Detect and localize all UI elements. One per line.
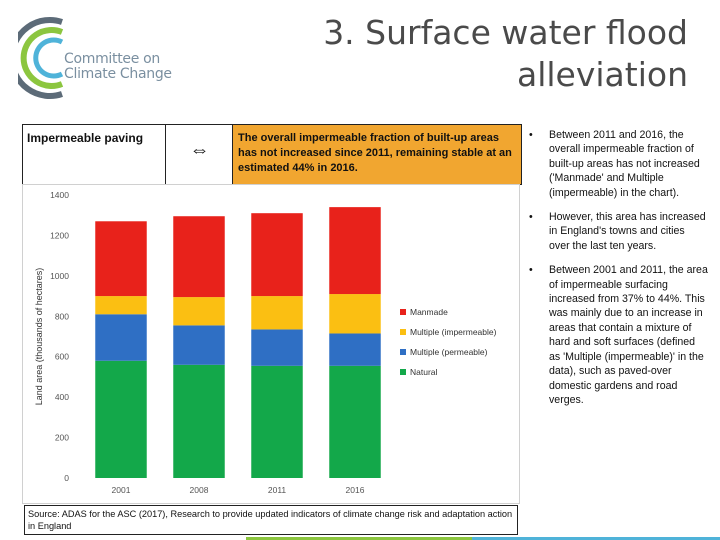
bar-segment (251, 296, 303, 330)
indicator-status-row: Impermeable paving ⇔ The overall imperme… (22, 124, 522, 185)
legend-label: Manmade (410, 307, 448, 317)
bar-segment (173, 325, 225, 365)
y-tick-label: 400 (55, 392, 69, 402)
bullet-dot-icon: • (529, 264, 533, 277)
status-text: The overall impermeable fraction of buil… (238, 132, 512, 174)
bar-segment (95, 360, 147, 478)
legend-swatch (400, 309, 406, 315)
legend-swatch (400, 369, 406, 375)
y-tick-label: 1000 (50, 271, 69, 281)
bullet-text: However, this area has increased in Engl… (549, 211, 706, 252)
bar-segment (95, 314, 147, 361)
source-note: Source: ADAS for the ASC (2017), Researc… (24, 505, 518, 535)
y-tick-label: 0 (64, 473, 69, 483)
bullet-dot-icon: • (529, 211, 533, 224)
bar-segment (329, 207, 381, 295)
bullet-item: • However, this area has increased in Eng… (528, 210, 708, 253)
bar-segment (329, 365, 381, 478)
x-tick-label: 2001 (112, 485, 131, 495)
bar-segment (251, 329, 303, 366)
bar-segment (95, 296, 147, 315)
y-tick-label: 1200 (50, 230, 69, 240)
indicator-name: Impermeable paving (27, 131, 144, 145)
x-tick-label: 2016 (346, 485, 365, 495)
footer-blue-bar (472, 537, 720, 540)
bullet-item: • Between 2001 and 2011, the area of impe… (528, 263, 708, 407)
x-tick-label: 2008 (190, 485, 209, 495)
bar-segment (251, 213, 303, 297)
bar-segment (329, 294, 381, 334)
legend-swatch (400, 349, 406, 355)
logo-line-1: Committee on (64, 51, 160, 67)
y-axis-label: Land area (thousands of hectares) (34, 268, 44, 406)
title-line-1: 3. Surface water flood (323, 13, 688, 52)
x-tick-label: 2011 (268, 485, 287, 495)
bullet-list: • Between 2011 and 2016, the overall impe… (528, 128, 708, 417)
y-tick-label: 600 (55, 352, 69, 362)
y-tick-label: 1400 (50, 190, 69, 200)
bar-segment (173, 216, 225, 298)
logo-text: Committee on Climate Change (64, 52, 172, 82)
indicator-name-cell: Impermeable paving (23, 125, 166, 184)
logo-line-2: Climate Change (64, 66, 172, 82)
legend-label: Multiple (impermeable) (410, 327, 497, 337)
bar-segment (173, 297, 225, 326)
bar-segment (251, 365, 303, 478)
y-tick-label: 800 (55, 311, 69, 321)
bullet-dot-icon: • (529, 129, 533, 141)
footer-green-bar (246, 537, 472, 540)
status-cell: The overall impermeable fraction of buil… (233, 125, 521, 184)
legend-label: Natural (410, 367, 438, 377)
bar-segment (329, 333, 381, 366)
y-tick-label: 200 (55, 433, 69, 443)
bullet-text: Between 2011 and 2016, the overall imper… (549, 129, 700, 199)
trend-cell: ⇔ (166, 125, 233, 184)
stacked-bar-chart: 0 200 400 600 800 1000 1200 1400 Land area (thou… (22, 184, 520, 504)
bar-segment (95, 221, 147, 297)
bullet-item: • Between 2011 and 2016, the overall impe… (528, 128, 708, 200)
page-title: 3. Surface water flood alleviation (323, 12, 688, 96)
bullet-text: Between 2001 and 2011, the area of imper… (549, 264, 708, 406)
title-line-2: alleviation (517, 55, 688, 94)
legend-label: Multiple (permeable) (410, 347, 488, 357)
stable-trend-icon: ⇔ (189, 139, 210, 161)
legend-swatch (400, 329, 406, 335)
bar-segment (173, 364, 225, 478)
